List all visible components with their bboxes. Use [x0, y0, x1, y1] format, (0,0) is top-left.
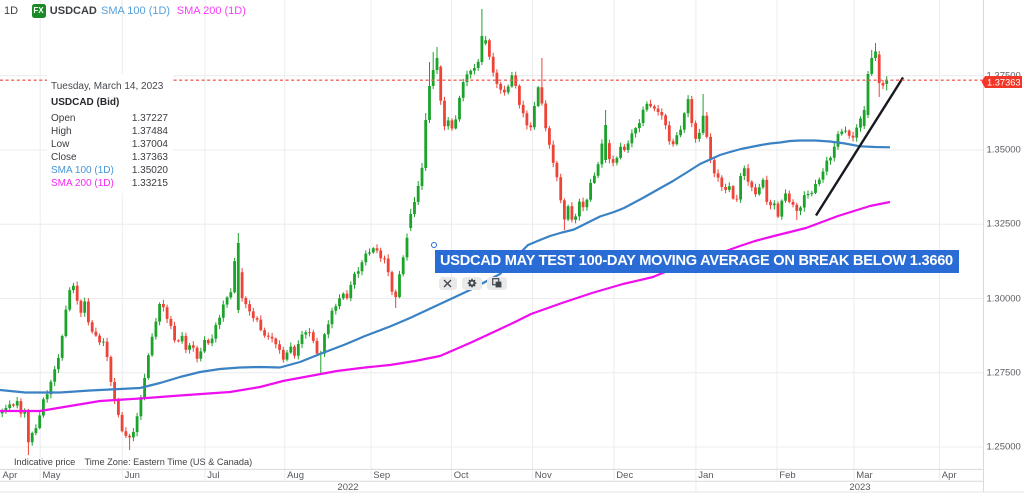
svg-text:1.37363: 1.37363 [987, 77, 1021, 87]
